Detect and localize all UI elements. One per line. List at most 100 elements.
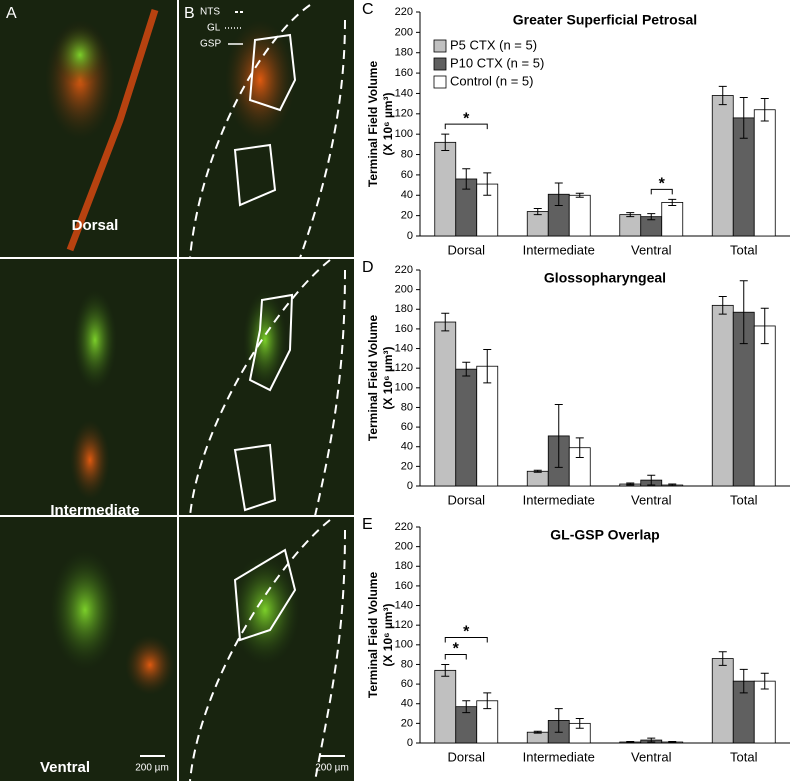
fluorescence xyxy=(70,420,110,500)
y-tick-label: 0 xyxy=(407,480,413,492)
significance-bracket xyxy=(650,188,673,195)
error-bar xyxy=(533,469,542,473)
level-label: Dorsal xyxy=(72,217,119,234)
panel-label: D xyxy=(362,259,374,276)
y-axis-label: (X 10⁶ µm³) xyxy=(381,92,395,155)
x-tick-label: Total xyxy=(730,242,758,257)
fluorescence xyxy=(73,290,117,390)
x-tick-label: Total xyxy=(730,749,758,764)
significance-bracket xyxy=(444,636,488,643)
error-bar xyxy=(554,182,563,206)
error-bar xyxy=(533,730,542,734)
error-bar xyxy=(441,663,450,677)
y-tick-label: 60 xyxy=(401,421,413,433)
y-tick-label: 140 xyxy=(395,599,413,611)
y-tick-label: 100 xyxy=(395,382,413,394)
legend-label: Control (n = 5) xyxy=(450,73,533,88)
y-tick-label: 180 xyxy=(395,303,413,315)
y-tick-label: 100 xyxy=(395,128,413,140)
bar xyxy=(476,365,499,487)
x-tick-label: Ventral xyxy=(631,749,672,764)
significance-marker: * xyxy=(463,624,470,641)
x-tick-label: Ventral xyxy=(631,242,672,257)
error-bar xyxy=(760,672,769,690)
level-label: Intermediate xyxy=(50,502,139,519)
y-tick-label: 120 xyxy=(395,362,413,374)
panel-label: C xyxy=(362,1,374,18)
fluorescence xyxy=(55,25,105,85)
error-bar xyxy=(533,208,542,216)
bar xyxy=(434,141,457,237)
legend-swatch xyxy=(433,39,447,53)
y-tick-label: 180 xyxy=(395,47,413,59)
legend-label: P5 CTX (n = 5) xyxy=(450,37,537,52)
fluorescence xyxy=(125,635,175,695)
error-bar xyxy=(575,437,584,459)
error-bar xyxy=(718,85,727,106)
error-bar xyxy=(647,474,656,486)
error-bar xyxy=(483,172,492,196)
y-tick-label: 120 xyxy=(395,108,413,120)
gsp-outline xyxy=(233,293,294,512)
micrographs: A B NTS GL GSP Dorsal Intermediate Ventr… xyxy=(0,0,354,781)
legend-swatch xyxy=(433,75,447,89)
x-tick-label: Dorsal xyxy=(447,242,485,257)
y-tick-label: 160 xyxy=(395,580,413,592)
error-bar xyxy=(483,692,492,710)
significance-bracket xyxy=(444,123,488,130)
error-bar xyxy=(739,668,748,694)
bar-chart: D Glossopharyngeal Terminal Field Volume (X… xyxy=(362,259,790,507)
error-bar xyxy=(575,717,584,729)
chart-title: Greater Superficial Petrosal xyxy=(513,12,697,28)
bar-chart: E GL-GSP Overlap Terminal Field Volume (X 1… xyxy=(362,516,790,764)
y-tick-label: 80 xyxy=(401,658,413,670)
y-tick-label: 200 xyxy=(395,26,413,38)
error-bar xyxy=(462,361,471,377)
bar xyxy=(526,731,549,744)
x-tick-label: Intermediate xyxy=(523,749,595,764)
error-bar xyxy=(739,280,748,345)
y-tick-label: 60 xyxy=(401,169,413,181)
error-bar xyxy=(554,708,563,733)
panel-label: B xyxy=(184,5,195,22)
y-axis-label: (X 10⁶ µm³) xyxy=(381,346,395,409)
y-tick-label: 40 xyxy=(401,189,413,201)
error-bar xyxy=(441,312,450,332)
error-bar xyxy=(462,168,471,190)
y-axis-label: Terminal Field Volume xyxy=(366,572,380,699)
error-bar xyxy=(668,741,677,744)
level-label: Ventral xyxy=(40,759,90,776)
bar xyxy=(434,669,457,744)
bar xyxy=(619,214,642,237)
panel-a-images xyxy=(0,0,354,781)
gsp-outline xyxy=(233,548,297,642)
scale-bar-label: 200 µm xyxy=(315,763,349,774)
gsp-outline xyxy=(233,33,297,207)
panel-label: A xyxy=(6,5,17,22)
x-tick-label: Intermediate xyxy=(523,492,595,507)
significance-bracket xyxy=(444,653,467,660)
fluorescence xyxy=(66,8,159,252)
y-axis-label: Terminal Field Volume xyxy=(366,315,380,442)
error-bar xyxy=(718,651,727,666)
x-tick-label: Dorsal xyxy=(447,749,485,764)
bar xyxy=(711,304,734,487)
chart-title: Glossopharyngeal xyxy=(544,270,666,286)
x-tick-label: Ventral xyxy=(631,492,672,507)
y-tick-label: 20 xyxy=(401,717,413,729)
fluorescence xyxy=(50,550,120,670)
y-tick-label: 140 xyxy=(395,342,413,354)
error-bar xyxy=(441,133,450,151)
error-bar xyxy=(554,404,563,468)
y-tick-label: 60 xyxy=(401,678,413,690)
fluorescence xyxy=(243,290,287,390)
outline-legend-label: NTS xyxy=(200,7,220,18)
bar xyxy=(711,658,734,744)
y-tick-label: 100 xyxy=(395,639,413,651)
bar xyxy=(526,211,549,237)
significance-marker: * xyxy=(453,641,460,658)
y-axis-label: Terminal Field Volume xyxy=(366,61,380,188)
y-tick-label: 160 xyxy=(395,323,413,335)
